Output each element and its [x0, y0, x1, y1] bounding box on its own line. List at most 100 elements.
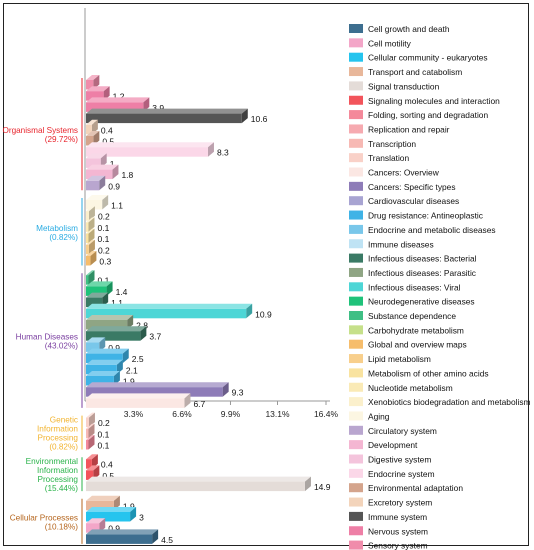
bar-top-face [86, 131, 100, 136]
bar-top-face [86, 239, 95, 245]
legend-item: Substance dependence [349, 311, 456, 321]
bar-front-face [86, 124, 92, 135]
bar-value-label: 0.4 [101, 460, 113, 470]
legend-swatch [349, 196, 363, 206]
legend-swatch [349, 153, 363, 163]
bar-side-face [88, 423, 95, 439]
legend-item: Cell growth and death [349, 24, 450, 34]
bar-value-label: 1.9 [123, 377, 135, 387]
group-name: Environmental [26, 457, 79, 466]
bar-value-label: 0.2 [98, 245, 110, 255]
bar-side-face [88, 206, 95, 221]
bar: 2.8 [86, 315, 148, 331]
legend-swatch [349, 526, 363, 536]
legend-label: Substance dependence [368, 311, 456, 321]
bar-top-face [86, 326, 147, 332]
legend-label: Cancers: Overview [368, 168, 440, 178]
group-name: Information [37, 466, 78, 475]
bar-value-label: 0.2 [98, 418, 110, 428]
legend-item: Cardiovascular diseases [349, 196, 459, 206]
bar-side-face [88, 217, 95, 232]
bar-front-face [86, 500, 114, 511]
bar-value-label: 3.7 [149, 332, 161, 342]
bar-value-label: 0.5 [102, 137, 114, 147]
bar-top-face [86, 281, 113, 287]
bar-side-face [241, 108, 248, 124]
legend-label: Infectious diseases: Viral [368, 282, 461, 292]
bar-front-face [86, 459, 92, 469]
legend-swatch [349, 110, 363, 120]
legend-swatch [349, 368, 363, 378]
bar-front-face [86, 387, 223, 397]
bar: 0.9 [86, 518, 120, 534]
bar-top-face [86, 435, 95, 440]
bar-side-face [88, 435, 95, 450]
bar-value-label: 1.1 [111, 298, 123, 308]
group-name: Human Diseases [16, 333, 78, 342]
legend-item: Lipid metabolism [349, 354, 431, 364]
bar-front-face [86, 342, 100, 352]
bar: 0.9 [86, 337, 120, 353]
bar-top-face [86, 382, 229, 388]
bar-side-face [88, 239, 95, 255]
bar-side-face [304, 476, 311, 492]
bar-top-face [86, 86, 110, 92]
legend-swatch [349, 210, 363, 220]
bar-value-label: 3 [139, 513, 144, 523]
bar: 1.9 [86, 371, 135, 387]
bar-side-face [130, 507, 137, 522]
bar-side-face [99, 337, 106, 352]
bar-value-label: 14.9 [314, 482, 331, 492]
bar: 10.9 [86, 303, 272, 319]
legend-item: Global and overview maps [349, 339, 467, 350]
bar-value-label: 0.3 [99, 257, 111, 267]
legend-item: Environmental adaptation [349, 483, 463, 493]
bar-front-face [86, 297, 103, 308]
legend-label: Excretory system [368, 498, 432, 508]
bar-top-face [86, 228, 95, 234]
legend-swatch [349, 52, 363, 62]
bar-top-face [86, 175, 106, 181]
bar: 0.1 [86, 228, 110, 244]
bar: 0.2 [86, 239, 110, 255]
legend-swatch [349, 138, 363, 148]
legend-item: Cancers: Overview [349, 167, 440, 178]
bar-value-label: 2.8 [136, 321, 148, 331]
group-name: Processing [37, 475, 78, 484]
legend-swatch [349, 24, 363, 33]
bar-front-face [86, 147, 208, 157]
bar-side-face [91, 119, 98, 135]
bar-side-face [122, 348, 129, 364]
bar-top-face [86, 371, 120, 376]
bar-value-label: 0.9 [108, 181, 120, 191]
bar: 0.3 [86, 251, 111, 267]
x-tick-label: 13.1% [265, 409, 290, 419]
bar-value-label: 0.9 [108, 343, 120, 353]
group-percent: (0.82%) [49, 443, 78, 452]
legend-item: Immune system [349, 511, 427, 522]
bar-top-face [86, 303, 253, 309]
bar-value-label: 1.8 [121, 170, 133, 180]
bar: 1.2 [86, 86, 125, 102]
bar-top-face [86, 108, 248, 114]
legend-item: Infectious diseases: Bacterial [349, 253, 477, 264]
bar-top-face [86, 164, 119, 170]
bar [86, 75, 100, 90]
bar-top-face [86, 270, 95, 276]
bar: 1.8 [86, 164, 134, 180]
bar-front-face [86, 428, 89, 439]
bar-side-face [140, 326, 147, 341]
legend-swatch [349, 497, 363, 507]
bar-side-face [93, 75, 100, 90]
legend-swatch [349, 311, 363, 320]
bar-top-face [86, 75, 100, 80]
group-percent: (0.82%) [49, 233, 78, 242]
legend-item: Nucleotide metabolism [349, 382, 453, 393]
bar-value-label: 8.3 [217, 148, 229, 158]
bar-side-face [116, 359, 123, 375]
bar-top-face [86, 507, 137, 512]
bar-front-face [86, 470, 94, 480]
legend-label: Lipid metabolism [368, 354, 431, 364]
bar: 0.5 [86, 465, 114, 481]
bar-value-label: 0.2 [98, 212, 110, 222]
